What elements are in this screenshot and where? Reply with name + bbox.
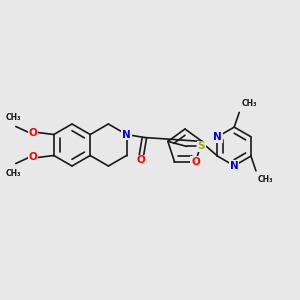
Text: N: N: [213, 132, 222, 142]
Text: CH₃: CH₃: [6, 113, 22, 122]
Text: CH₃: CH₃: [241, 99, 257, 108]
Text: N: N: [230, 161, 239, 171]
Text: O: O: [28, 128, 37, 137]
Text: N: N: [122, 130, 131, 140]
Text: S: S: [198, 141, 205, 152]
Text: CH₃: CH₃: [258, 175, 273, 184]
Text: O: O: [136, 155, 145, 165]
Text: O: O: [191, 157, 200, 166]
Text: CH₃: CH₃: [6, 169, 22, 178]
Text: O: O: [28, 152, 37, 163]
